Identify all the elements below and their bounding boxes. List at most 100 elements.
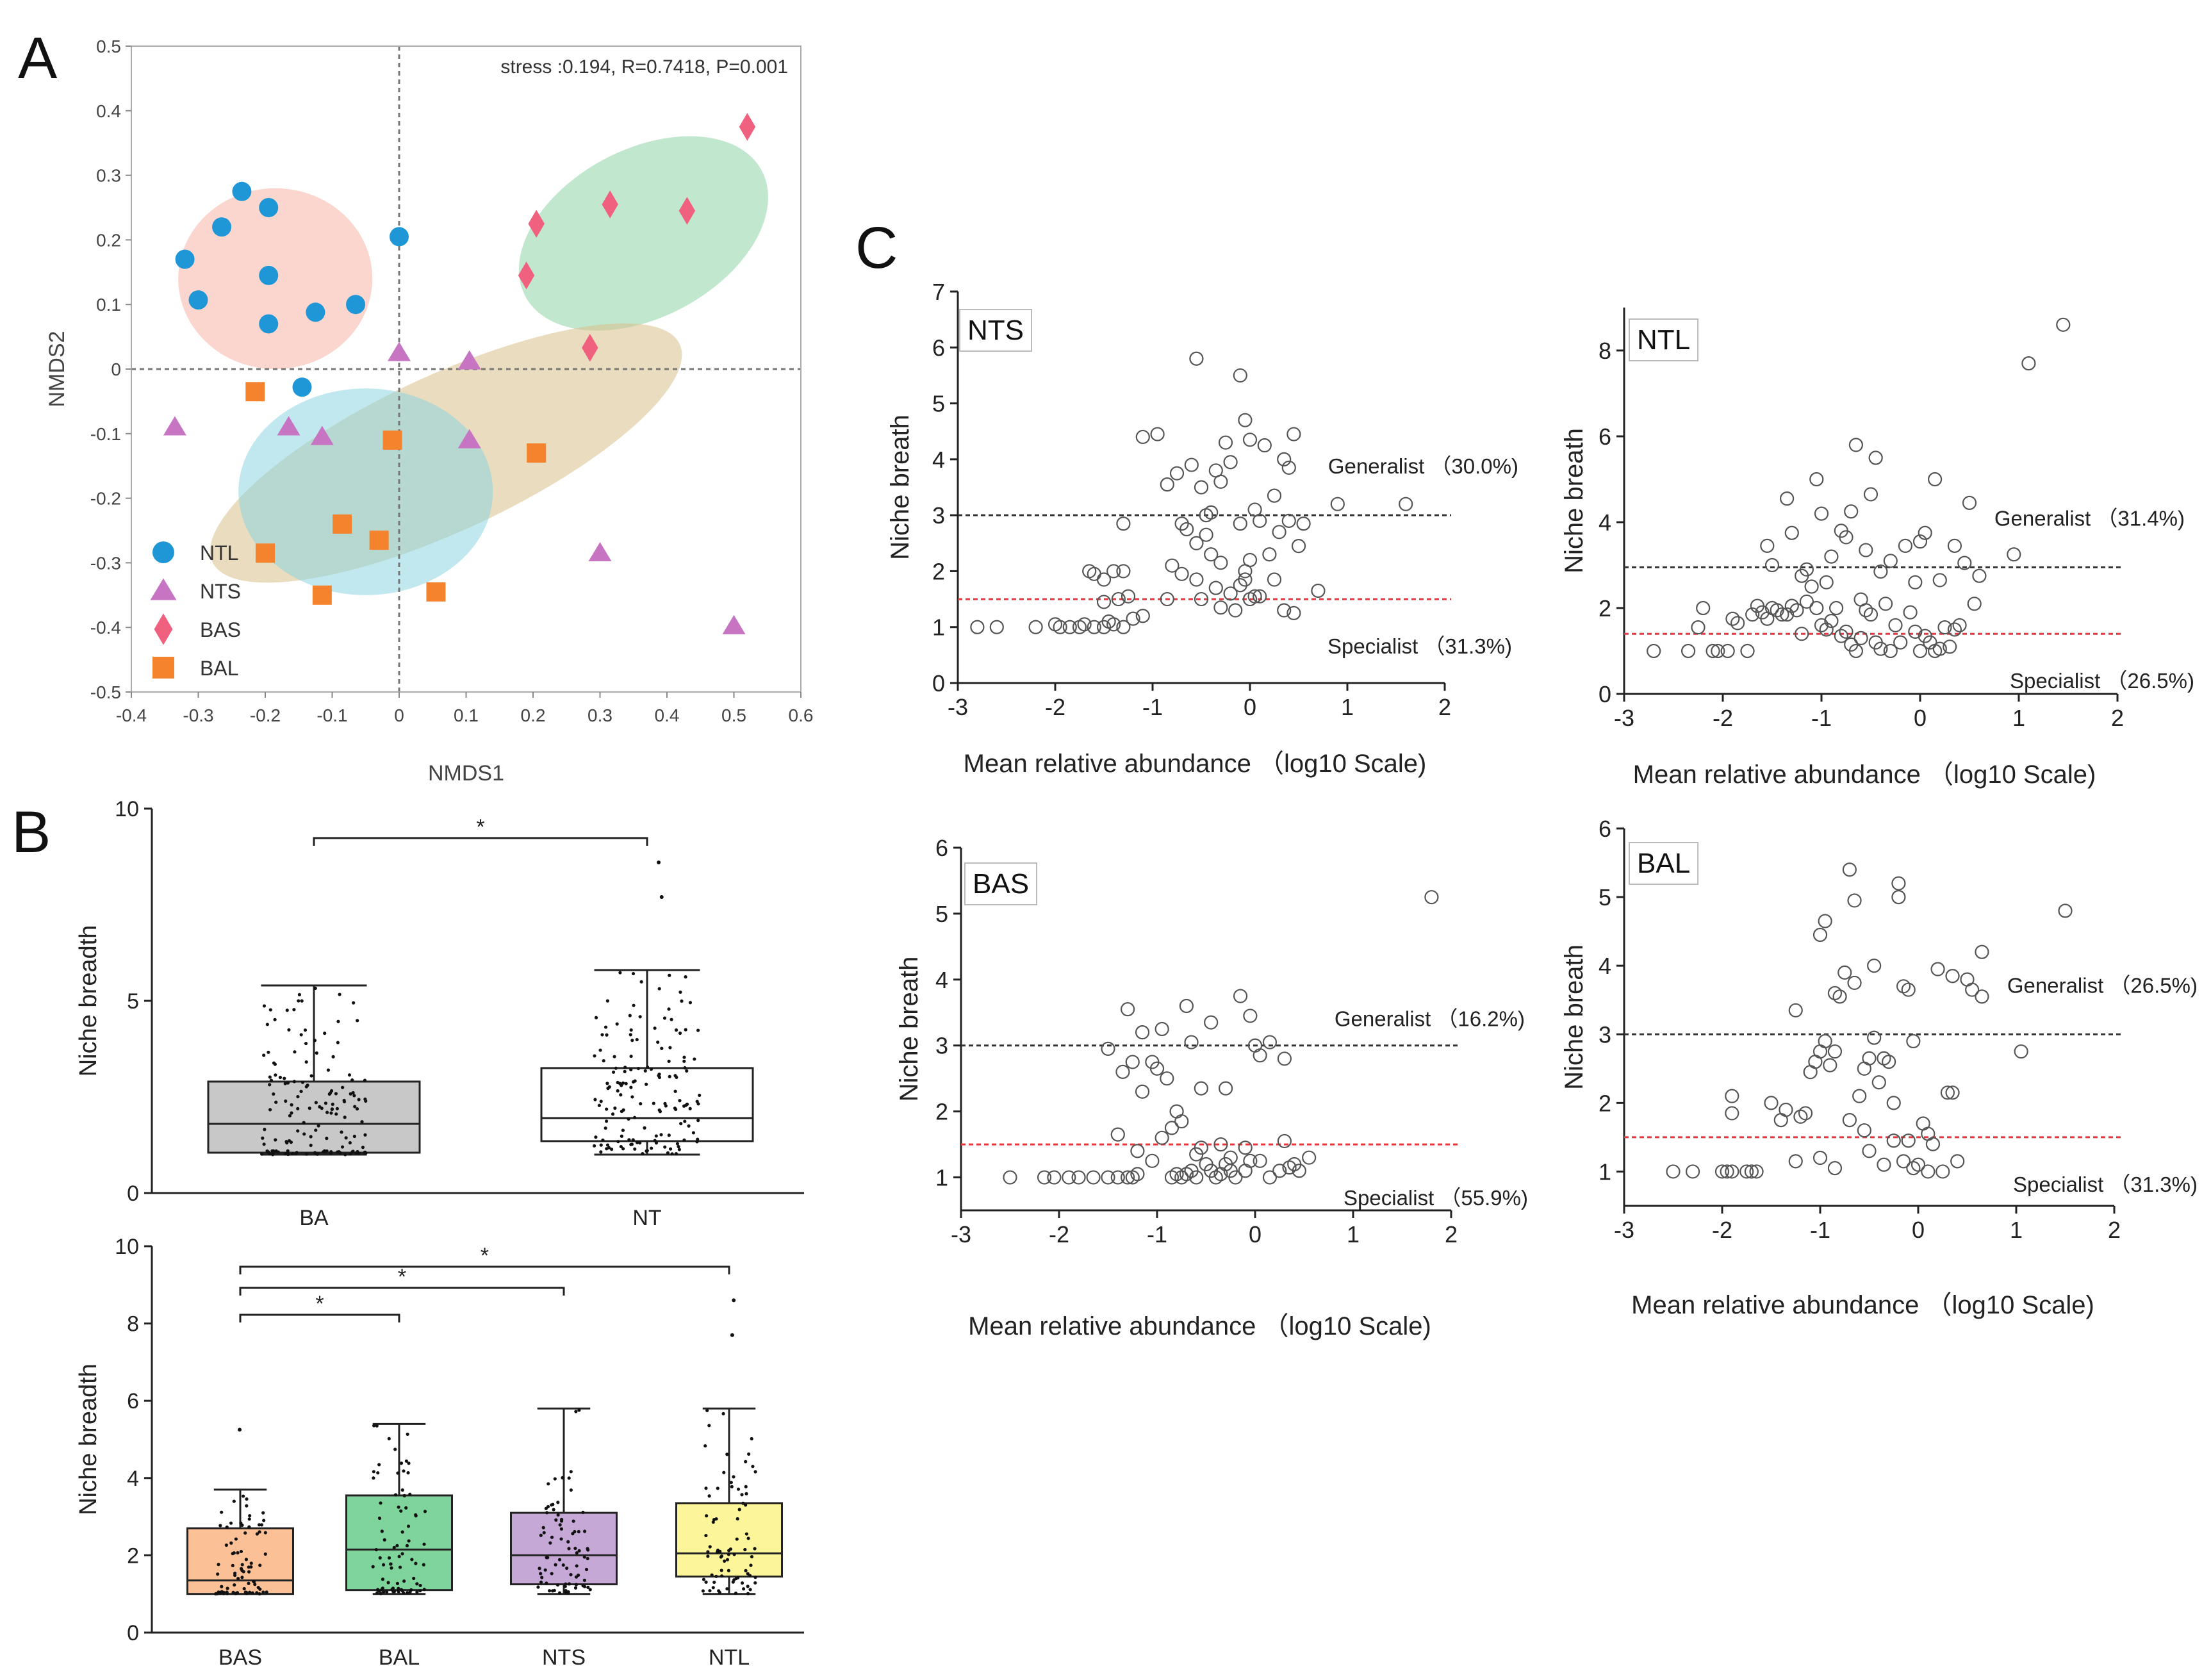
data-point [1827,1160,1843,1176]
legend-label: NTL [200,541,238,564]
jitter-point [712,1580,716,1585]
data-point [1780,491,1795,506]
jitter-point [289,1141,293,1144]
data-point [1952,618,1967,632]
jitter-point [744,1532,748,1536]
jitter-point [363,1078,367,1082]
jitter-point [707,1424,711,1428]
jitter-point [287,1028,291,1032]
y-tick-label: -0.4 [90,618,121,638]
data-point [1174,516,1189,531]
significance-star: * [476,815,484,839]
outlier-point [657,861,661,864]
jitter-point [567,1547,571,1551]
data-point [1003,1170,1017,1185]
x-tick-label: -1 [1142,694,1163,720]
jitter-point [539,1572,543,1576]
x-tick-label: -3 [951,1221,971,1248]
jitter-point [683,1119,687,1123]
y-axis-label: NMDS2 [45,331,69,407]
jitter-point [674,1028,678,1032]
jitter-point [716,1548,720,1552]
jitter-point [728,1547,733,1551]
y-axis-label: Niche breath [1560,428,1588,573]
legend-label: BAS [200,618,241,641]
jitter-point [641,1152,645,1156]
y-tick-label: 2 [1599,1090,1611,1116]
y-axis-label: Niche breadth [75,925,102,1077]
jitter-point [214,1592,218,1596]
data-point [1286,427,1301,441]
jitter-point [684,1103,688,1107]
jitter-point [360,1120,364,1124]
point-nts [588,542,612,562]
jitter-point [620,1134,623,1138]
data-point [1921,1164,1936,1179]
jitter-point [654,1134,658,1138]
jitter-point [268,1075,272,1079]
data-point [1908,575,1923,589]
jitter-point [678,1099,682,1103]
jitter-point [678,990,682,994]
specialist-label: Specialist （26.5%) [2010,669,2194,693]
jitter-point [653,1139,657,1142]
jitter-point [600,1033,604,1037]
jitter-point [613,1106,617,1110]
point-ntl [346,295,366,315]
jitter-point [727,1552,731,1556]
jitter-point [405,1591,409,1595]
jitter-point [705,1514,709,1518]
data-point [1809,600,1824,616]
jitter-point [730,1485,734,1488]
jitter-point [605,1082,609,1085]
y-tick-label: 8 [1599,338,1611,364]
data-point [1945,969,1960,984]
data-point [1795,627,1809,641]
data-point [1744,1164,1759,1179]
jitter-point [251,1591,254,1595]
jitter-point [220,1510,224,1514]
y-tick-label: 0 [127,1621,139,1645]
data-point [1101,1041,1115,1056]
jitter-point [605,1033,609,1037]
y-tick-label: 5 [127,989,139,1014]
jitter-point [216,1572,220,1576]
jitter-point [607,1085,611,1089]
jitter-point [547,1482,550,1486]
jitter-point [696,1137,700,1141]
x-tick-label: -3 [1614,705,1634,731]
jitter-point [415,1582,419,1586]
data-point [1262,547,1277,562]
significance-star: * [481,1244,489,1268]
jitter-point [628,1014,632,1017]
data-point [1780,607,1795,622]
jitter-point [350,1150,354,1154]
data-point [1204,547,1219,562]
legend-marker-ntl [152,541,174,563]
jitter-point [684,1028,687,1032]
jitter-point [235,1591,240,1595]
jitter-point [627,1117,630,1121]
jitter-point [276,1150,281,1154]
y-tick-label: 0 [1599,681,1611,707]
title-box [1629,318,1699,361]
jitter-point [218,1524,222,1528]
jitter-point [363,1133,367,1137]
x-tick-label: 0 [1912,1217,1925,1243]
jitter-point [704,1486,708,1490]
jitter-point [283,1076,286,1080]
data-point [1149,1061,1165,1076]
data-point [1725,611,1740,626]
jitter-point [663,1145,667,1149]
jitter-point [296,1129,300,1133]
jitter-point [247,1570,251,1574]
jitter-point [539,1533,543,1537]
data-point [1238,564,1253,579]
jitter-point [684,975,687,979]
jitter-point [234,1537,238,1541]
data-point [1937,620,1952,635]
jitter-point [402,1579,406,1583]
data-point [1847,975,1862,991]
data-point [1824,613,1839,629]
jitter-point [657,1075,662,1080]
